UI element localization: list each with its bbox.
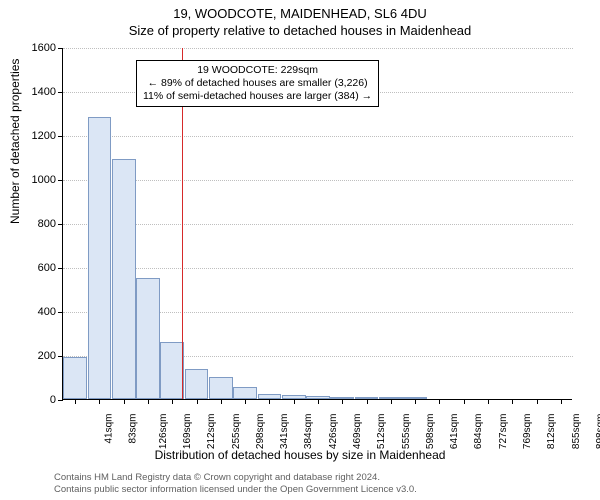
xtick-label: 855sqm <box>571 414 582 450</box>
ytick-label: 600 <box>16 262 56 274</box>
ytick-mark <box>58 180 63 181</box>
chart-title: 19, WOODCOTE, MAIDENHEAD, SL6 4DU Size o… <box>0 0 600 40</box>
xtick-label: 212sqm <box>206 414 217 450</box>
xtick-label: 41sqm <box>104 414 115 444</box>
ytick-label: 800 <box>16 218 56 230</box>
xtick-label: 727sqm <box>498 414 509 450</box>
histogram-bar <box>112 159 136 399</box>
xtick-label: 83sqm <box>128 414 139 444</box>
ytick-label: 1600 <box>16 42 56 54</box>
ytick-label: 1000 <box>16 174 56 186</box>
footer-line-1: Contains HM Land Registry data © Crown c… <box>54 472 417 484</box>
xtick-label: 255sqm <box>231 414 242 450</box>
xtick-mark <box>269 399 270 404</box>
gridline <box>63 136 573 137</box>
ytick-mark <box>58 136 63 137</box>
xtick-label: 812sqm <box>546 414 557 450</box>
gridline <box>63 48 573 49</box>
xtick-mark <box>439 399 440 404</box>
xtick-label: 512sqm <box>376 414 387 450</box>
x-axis-title: Distribution of detached houses by size … <box>0 448 600 462</box>
xtick-label: 598sqm <box>425 414 436 450</box>
ytick-mark <box>58 48 63 49</box>
footer-line-2: Contains public sector information licen… <box>54 484 417 496</box>
xtick-mark <box>342 399 343 404</box>
xtick-mark <box>488 399 489 404</box>
title-line-2: Size of property relative to detached ho… <box>0 23 600 40</box>
gridline <box>63 268 573 269</box>
xtick-label: 126sqm <box>158 414 169 450</box>
title-line-1: 19, WOODCOTE, MAIDENHEAD, SL6 4DU <box>0 6 600 23</box>
ytick-mark <box>58 92 63 93</box>
histogram-bar <box>233 387 257 399</box>
annot-line-3: 11% of semi-detached houses are larger (… <box>143 90 372 103</box>
annot-line-2: ← 89% of detached houses are smaller (3,… <box>143 77 372 90</box>
histogram-bar <box>160 342 184 399</box>
ytick-label: 1200 <box>16 130 56 142</box>
xtick-mark <box>124 399 125 404</box>
xtick-label: 426sqm <box>328 414 339 450</box>
histogram-bar <box>63 357 87 399</box>
xtick-mark <box>197 399 198 404</box>
ytick-label: 0 <box>16 394 56 406</box>
xtick-mark <box>561 399 562 404</box>
xtick-label: 298sqm <box>255 414 266 450</box>
xtick-label: 769sqm <box>522 414 533 450</box>
gridline <box>63 180 573 181</box>
ytick-label: 200 <box>16 350 56 362</box>
ytick-mark <box>58 268 63 269</box>
gridline <box>63 224 573 225</box>
xtick-mark <box>537 399 538 404</box>
xtick-mark <box>415 399 416 404</box>
xtick-label: 341sqm <box>279 414 290 450</box>
xtick-label: 555sqm <box>401 414 412 450</box>
ytick-label: 400 <box>16 306 56 318</box>
xtick-mark <box>172 399 173 404</box>
xtick-mark <box>367 399 368 404</box>
xtick-mark <box>464 399 465 404</box>
histogram-bar <box>209 377 233 399</box>
xtick-mark <box>512 399 513 404</box>
ytick-label: 1400 <box>16 86 56 98</box>
xtick-mark <box>318 399 319 404</box>
histogram-bar <box>185 369 209 399</box>
xtick-label: 169sqm <box>182 414 193 450</box>
footer-attribution: Contains HM Land Registry data © Crown c… <box>54 472 417 496</box>
xtick-mark <box>99 399 100 404</box>
histogram-bar <box>136 278 160 399</box>
ytick-mark <box>58 400 63 401</box>
annot-line-1: 19 WOODCOTE: 229sqm <box>143 64 372 77</box>
xtick-label: 384sqm <box>304 414 315 450</box>
annotation-box: 19 WOODCOTE: 229sqm ← 89% of detached ho… <box>136 60 379 107</box>
xtick-label: 469sqm <box>352 414 363 450</box>
xtick-label: 898sqm <box>595 414 600 450</box>
ytick-mark <box>58 224 63 225</box>
xtick-mark <box>245 399 246 404</box>
xtick-label: 684sqm <box>474 414 485 450</box>
ytick-mark <box>58 312 63 313</box>
xtick-mark <box>75 399 76 404</box>
xtick-mark <box>221 399 222 404</box>
xtick-mark <box>148 399 149 404</box>
xtick-label: 641sqm <box>449 414 460 450</box>
chart-area: 0200400600800100012001400160041sqm83sqm1… <box>62 48 572 400</box>
histogram-bar <box>88 117 112 399</box>
xtick-mark <box>391 399 392 404</box>
xtick-mark <box>294 399 295 404</box>
